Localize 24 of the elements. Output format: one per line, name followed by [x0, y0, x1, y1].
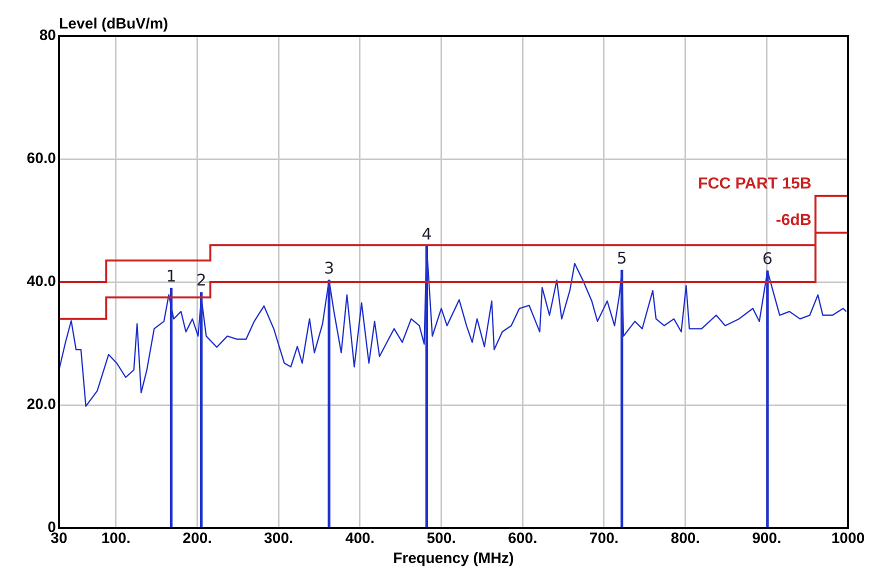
x-tick-label: 500.	[426, 530, 456, 548]
annotation: 6	[762, 249, 773, 268]
annotation: 4	[422, 224, 432, 244]
y-tick-label: 40.0	[26, 273, 56, 290]
annotation: 5	[616, 248, 627, 268]
annotation: 2	[196, 270, 206, 290]
y-tick-label: 80	[39, 27, 56, 44]
x-axis-title: Frequency (MHz)	[393, 550, 514, 568]
x-tick-label: 100.	[101, 530, 131, 548]
y-axis-title: Level (dBuV/m)	[59, 16, 168, 33]
x-tick-label: 400.	[345, 530, 375, 548]
x-tick-label: 700.	[589, 530, 619, 548]
annotation: 3	[324, 258, 334, 278]
x-tick-label: 900.	[752, 530, 782, 548]
x-tick-label: 800.	[670, 530, 700, 548]
series-label: -6dB	[776, 212, 812, 230]
x-tick-label: 1000	[831, 530, 865, 548]
x-tick-label: 200.	[182, 530, 212, 548]
x-tick-label: 300.	[264, 530, 294, 548]
series-label: FCC PART 15B	[698, 175, 812, 192]
y-tick-label: 20.0	[26, 396, 56, 414]
annotation: 1	[166, 266, 176, 286]
y-tick-label: 60.0	[26, 150, 56, 168]
x-tick-label: 600.	[508, 530, 538, 548]
